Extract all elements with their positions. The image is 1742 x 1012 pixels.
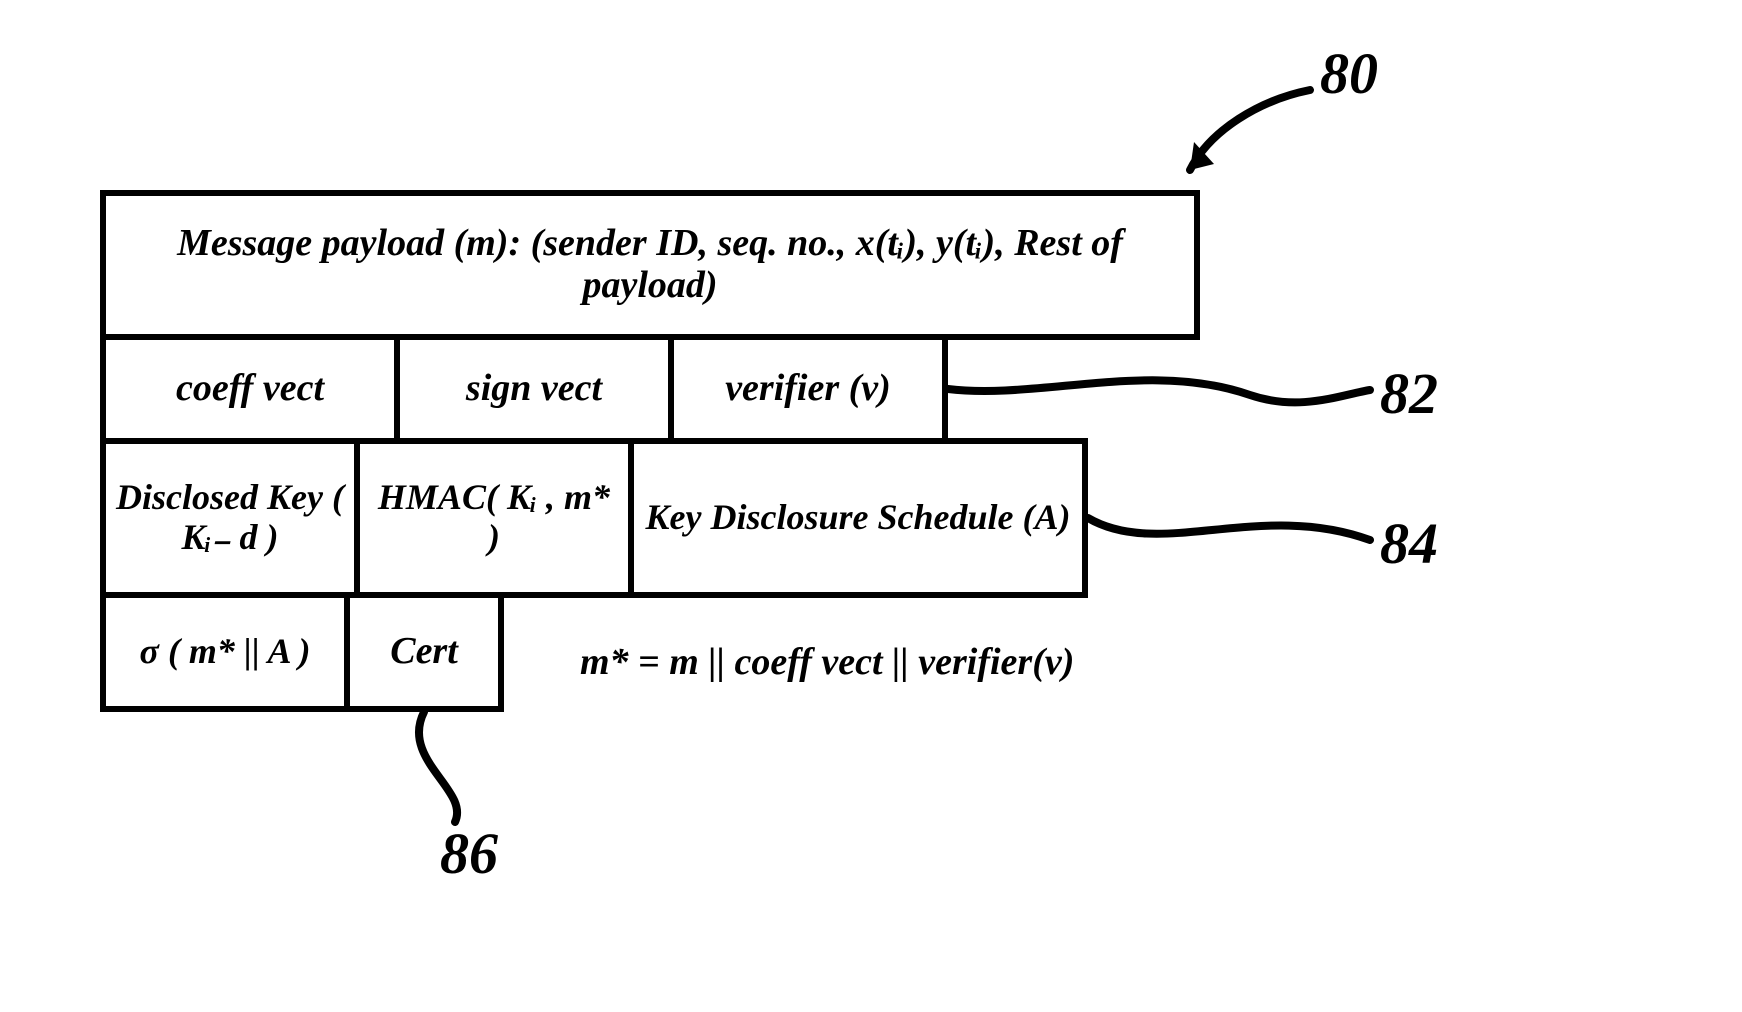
text-cert: Cert [390,631,458,673]
callout-86: 86 [440,820,498,887]
text-sign: sign vect [466,368,602,410]
text-coeff: coeff vect [176,368,324,410]
cell-hmac: HMAC( Kᵢ , m* ) [354,438,634,598]
callout-84: 84 [1380,510,1438,577]
callout-82: 82 [1380,360,1438,427]
text-schedule: Key Disclosure Schedule (A) [646,498,1071,538]
cell-payload: Message payload (m): (sender ID, seq. no… [100,190,1200,340]
text-verifier: verifier (v) [725,368,891,410]
cell-disclosed-key: Disclosed Key ( Kᵢ₋ d ) [100,438,360,598]
note-mstar: m* = m || coeff vect || verifier(v) [580,640,1074,684]
cell-sign-vect: sign vect [394,334,674,444]
cell-cert: Cert [344,592,504,712]
cell-sigma: σ ( m* || A ) [100,592,350,712]
figure-container: Message payload (m): (sender ID, seq. no… [0,0,1742,1012]
text-payload: Message payload (m): (sender ID, seq. no… [116,223,1184,307]
text-disclosed-key: Disclosed Key ( Kᵢ₋ d ) [116,478,344,557]
text-sigma: σ ( m* || A ) [140,632,311,672]
text-hmac: HMAC( Kᵢ , m* ) [370,478,618,557]
cell-schedule: Key Disclosure Schedule (A) [628,438,1088,598]
cell-coeff-vect: coeff vect [100,334,400,444]
text-note: m* = m || coeff vect || verifier(v) [580,641,1074,683]
cell-verifier: verifier (v) [668,334,948,444]
callout-fig-number: 80 [1320,40,1378,107]
